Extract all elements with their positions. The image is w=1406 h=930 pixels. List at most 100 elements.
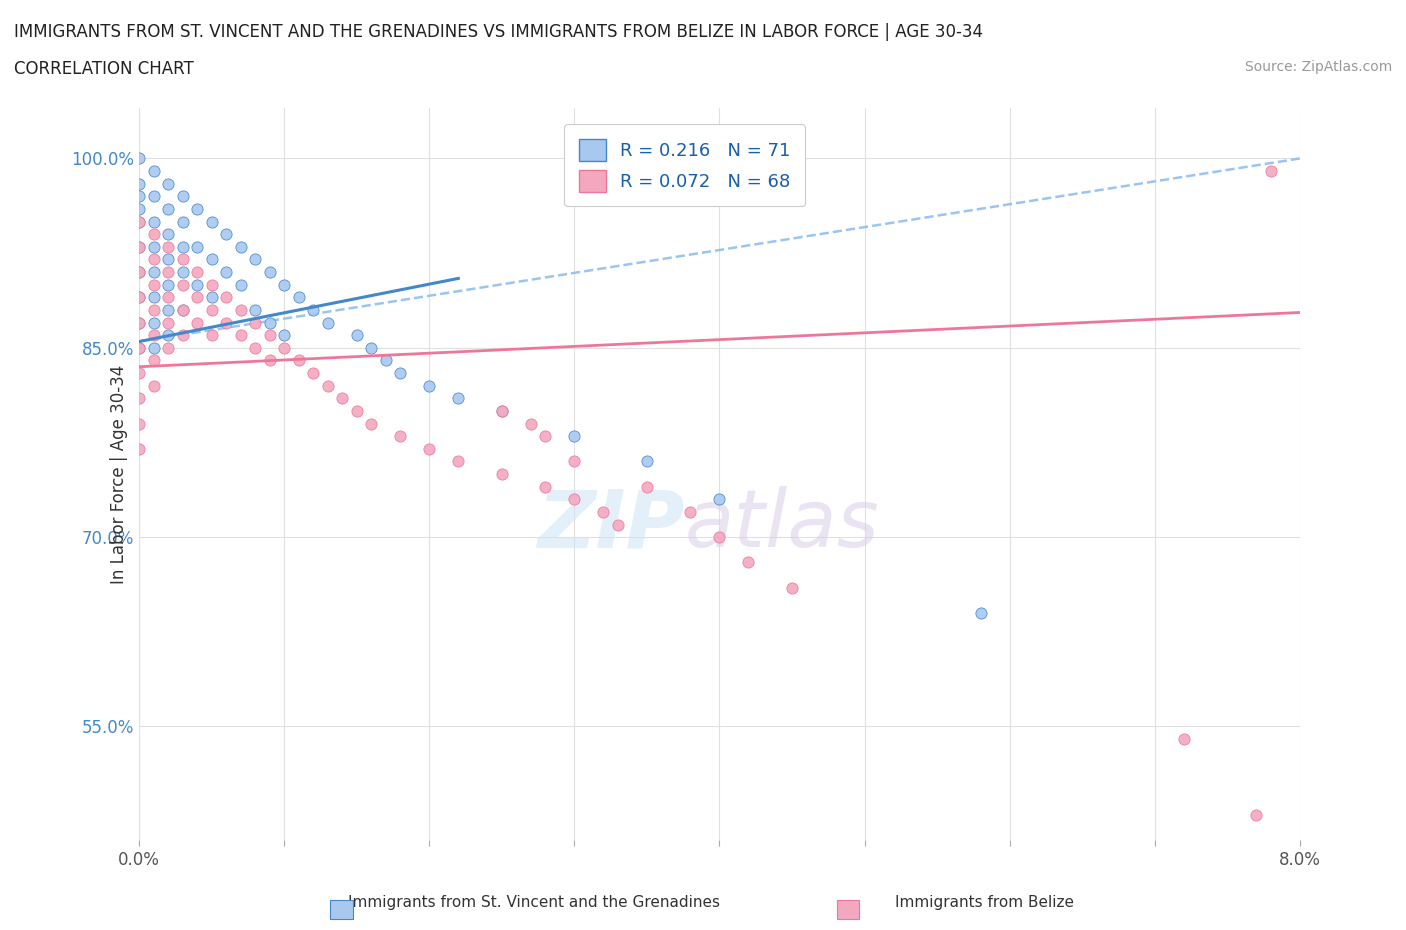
Point [562, 429, 585, 444]
Point [128, 365, 150, 380]
Point [157, 239, 180, 254]
Point [1244, 807, 1267, 822]
Point [142, 379, 165, 393]
Text: CORRELATION CHART: CORRELATION CHART [14, 60, 194, 78]
Point [229, 277, 252, 292]
Point [520, 416, 543, 431]
Point [186, 265, 208, 280]
Point [316, 379, 339, 393]
Point [128, 214, 150, 229]
Point [128, 214, 150, 229]
Point [142, 227, 165, 242]
Point [142, 214, 165, 229]
Point [709, 530, 731, 545]
Point [128, 177, 150, 192]
Point [201, 327, 224, 342]
Point [302, 365, 325, 380]
Point [215, 265, 238, 280]
Point [172, 327, 194, 342]
Point [142, 189, 165, 204]
Point [172, 277, 194, 292]
Point [1173, 732, 1195, 747]
Point [128, 239, 150, 254]
Point [491, 467, 513, 482]
Point [128, 265, 150, 280]
Point [709, 492, 731, 507]
Point [636, 454, 658, 469]
Point [534, 479, 557, 494]
Point [287, 353, 309, 368]
Point [172, 189, 194, 204]
Point [201, 290, 224, 305]
Point [128, 416, 150, 431]
Point [592, 504, 614, 519]
Point [229, 302, 252, 317]
Point [287, 290, 309, 305]
Point [302, 302, 325, 317]
Point [186, 290, 208, 305]
Point [128, 239, 150, 254]
Point [491, 404, 513, 418]
Point [186, 277, 208, 292]
Point [215, 315, 238, 330]
Point [273, 327, 295, 342]
Text: atlas: atlas [685, 486, 879, 565]
Point [128, 151, 150, 166]
Point [737, 555, 759, 570]
Text: Immigrants from Belize: Immigrants from Belize [894, 895, 1074, 910]
Point [142, 290, 165, 305]
Point [259, 353, 281, 368]
Point [128, 202, 150, 217]
Point [201, 214, 224, 229]
Point [360, 340, 382, 355]
Text: Source: ZipAtlas.com: Source: ZipAtlas.com [1244, 60, 1392, 74]
Point [128, 290, 150, 305]
Point [259, 315, 281, 330]
Point [243, 302, 266, 317]
Point [186, 239, 208, 254]
Point [346, 404, 368, 418]
Point [606, 517, 628, 532]
Point [418, 442, 440, 457]
Point [780, 580, 803, 595]
Point [215, 290, 238, 305]
Point [157, 177, 180, 192]
Point [273, 340, 295, 355]
Point [157, 340, 180, 355]
Point [142, 315, 165, 330]
Point [142, 277, 165, 292]
Point [243, 252, 266, 267]
Point [157, 265, 180, 280]
Point [128, 315, 150, 330]
Point [259, 327, 281, 342]
Point [128, 391, 150, 405]
Point [172, 252, 194, 267]
Point [142, 265, 165, 280]
Point [186, 315, 208, 330]
Point [172, 302, 194, 317]
Point [201, 302, 224, 317]
Point [679, 504, 702, 519]
Point [316, 315, 339, 330]
Point [534, 429, 557, 444]
Point [346, 327, 368, 342]
Point [389, 365, 412, 380]
Point [447, 391, 470, 405]
Point [142, 302, 165, 317]
Point [157, 302, 180, 317]
Point [142, 327, 165, 342]
Point [969, 605, 991, 620]
Point [636, 479, 658, 494]
Point [142, 239, 165, 254]
Point [142, 164, 165, 179]
Point [229, 327, 252, 342]
Point [157, 227, 180, 242]
Legend: R = 0.216   N = 71, R = 0.072   N = 68: R = 0.216 N = 71, R = 0.072 N = 68 [564, 125, 806, 206]
Point [157, 252, 180, 267]
Text: Immigrants from St. Vincent and the Grenadines: Immigrants from St. Vincent and the Gren… [349, 895, 720, 910]
Point [142, 252, 165, 267]
Point [128, 442, 150, 457]
Point [157, 290, 180, 305]
Point [142, 353, 165, 368]
Point [562, 492, 585, 507]
